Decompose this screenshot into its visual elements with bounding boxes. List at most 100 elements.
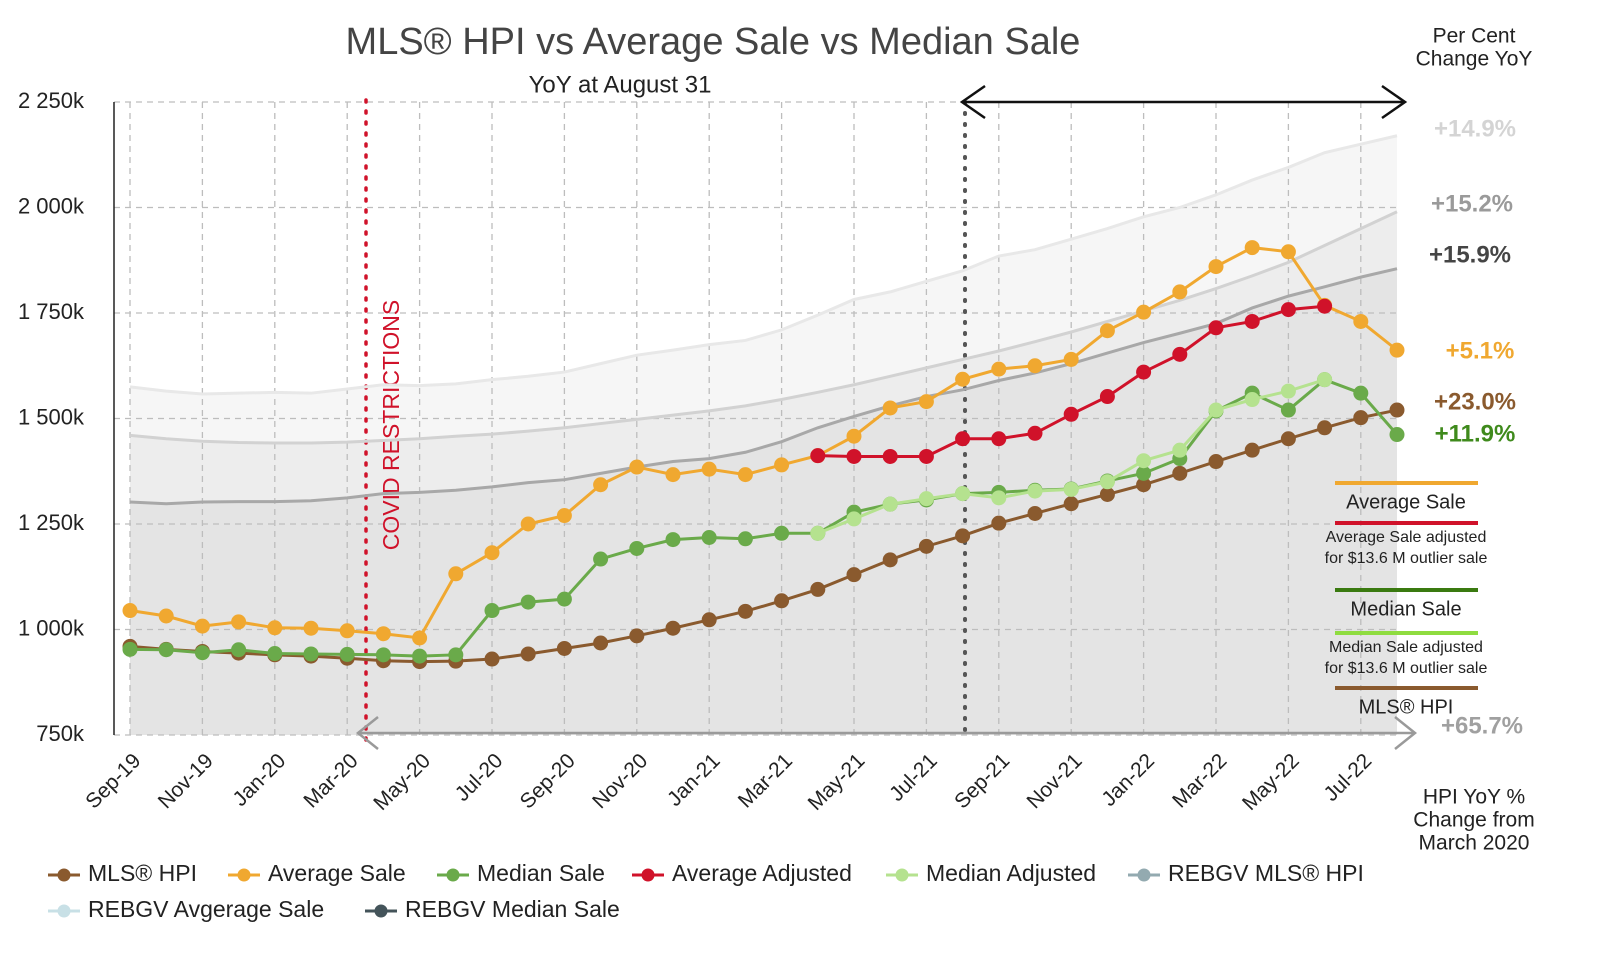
data-point — [1317, 298, 1333, 314]
yoy-label: +15.9% — [1429, 241, 1511, 268]
data-point — [1063, 481, 1079, 497]
legend-marker — [895, 868, 909, 882]
change-arrow — [355, 716, 1418, 750]
data-point — [1172, 442, 1188, 458]
data-point — [1136, 453, 1152, 469]
data-point — [1244, 442, 1260, 458]
yoy-label: +11.9% — [1435, 420, 1516, 447]
data-point — [991, 515, 1007, 531]
data-point — [882, 448, 898, 464]
data-point — [1027, 505, 1043, 521]
data-point — [846, 428, 862, 444]
data-point — [1172, 346, 1188, 362]
legend-marker — [57, 868, 71, 882]
data-point — [194, 618, 210, 634]
data-point — [484, 603, 500, 619]
data-point — [1099, 486, 1115, 502]
data-point — [918, 491, 934, 507]
data-point — [556, 640, 572, 656]
series-line — [129, 134, 1398, 396]
data-point — [701, 530, 717, 546]
data-point — [1353, 410, 1369, 426]
data-point — [1027, 425, 1043, 441]
data-point — [991, 490, 1007, 506]
key-label: MLS® HPI — [1359, 696, 1454, 718]
y-tick-label: 1 000k — [18, 615, 85, 640]
key-label: Median Sale — [1350, 598, 1461, 620]
data-point — [1280, 302, 1296, 318]
data-point — [231, 642, 247, 658]
legend-label: Median Adjusted — [926, 860, 1096, 886]
legend-label: Average Sale — [268, 860, 406, 886]
data-point — [1208, 402, 1224, 418]
yoy-header: Change YoY — [1416, 48, 1533, 71]
data-point — [1389, 427, 1405, 443]
data-point — [1353, 385, 1369, 401]
data-point — [955, 486, 971, 502]
data-point — [1172, 465, 1188, 481]
data-point — [339, 646, 355, 662]
data-point — [375, 626, 391, 642]
data-point — [1280, 244, 1296, 260]
key-label: for $13.6 M outlier sale — [1325, 550, 1488, 567]
legend-label: Median Sale — [477, 860, 605, 886]
y-tick-label: 750k — [36, 721, 85, 746]
data-point — [194, 645, 210, 661]
data-point — [158, 642, 174, 658]
legend-marker — [446, 868, 460, 882]
data-point — [955, 431, 971, 447]
hpi-note: HPI YoY % — [1423, 786, 1525, 809]
key-label: Average Sale — [1346, 491, 1466, 513]
data-point — [1280, 431, 1296, 447]
y-tick-label: 2 000k — [18, 193, 85, 218]
data-point — [701, 612, 717, 628]
data-point — [737, 531, 753, 547]
data-point — [1099, 323, 1115, 339]
data-point — [1208, 454, 1224, 470]
data-point — [520, 646, 536, 662]
data-point — [1063, 496, 1079, 512]
data-point — [810, 525, 826, 541]
data-point — [267, 646, 283, 662]
data-point — [1317, 420, 1333, 436]
y-tick-label: 1 750k — [18, 299, 85, 324]
data-point — [955, 528, 971, 544]
data-point — [1353, 313, 1369, 329]
data-point — [556, 591, 572, 607]
data-point — [1063, 351, 1079, 367]
data-point — [737, 467, 753, 483]
data-point — [1208, 259, 1224, 275]
legend-marker — [237, 868, 251, 882]
data-point — [412, 648, 428, 664]
data-point — [1027, 358, 1043, 374]
data-point — [665, 532, 681, 548]
data-point — [1099, 389, 1115, 405]
data-point — [158, 608, 174, 624]
data-point — [882, 400, 898, 416]
data-point — [1099, 474, 1115, 490]
data-point — [122, 641, 138, 657]
data-point — [955, 371, 971, 387]
data-point — [448, 566, 464, 582]
data-point — [774, 457, 790, 473]
data-point — [1172, 284, 1188, 300]
data-point — [122, 603, 138, 619]
data-point — [1244, 313, 1260, 329]
data-point — [593, 635, 609, 651]
data-point — [593, 551, 609, 567]
data-point — [1208, 320, 1224, 336]
data-point — [448, 647, 464, 663]
data-point — [1280, 402, 1296, 418]
data-point — [629, 459, 645, 475]
yoy-label: +15.2% — [1431, 190, 1513, 217]
data-point — [1389, 402, 1405, 418]
legend-marker — [374, 904, 388, 918]
data-point — [846, 448, 862, 464]
data-point — [339, 623, 355, 639]
data-point — [882, 496, 898, 512]
legend-marker — [57, 904, 71, 918]
data-point — [810, 581, 826, 597]
data-point — [774, 525, 790, 541]
hpi-note: Change from — [1413, 809, 1534, 832]
